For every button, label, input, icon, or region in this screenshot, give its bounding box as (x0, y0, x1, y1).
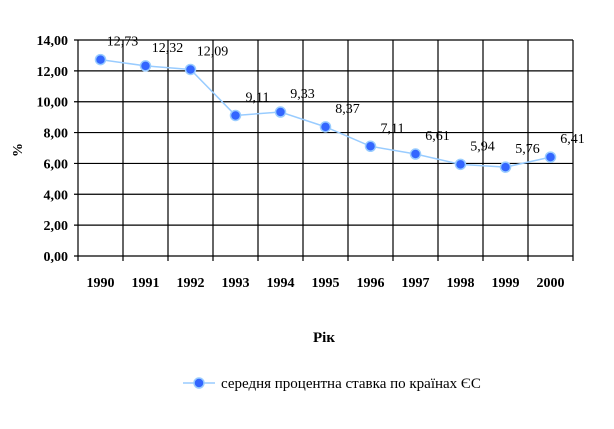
y-tick-label: 2,00 (44, 219, 69, 234)
x-tick-label: 1994 (267, 276, 295, 291)
y-tick-labels: 0,00 2,00 4,00 6,00 8,00 10,00 12,00 14,00 (37, 34, 69, 265)
data-label: 5,94 (470, 139, 495, 154)
data-label: 5,76 (515, 142, 540, 157)
x-tick-label: 1998 (447, 276, 475, 291)
x-axis-label: Рік (313, 330, 335, 346)
data-label: 6,61 (425, 129, 450, 144)
data-point (319, 121, 332, 133)
data-point (184, 63, 197, 76)
data-label: 9,11 (246, 90, 270, 105)
y-axis-label: % (11, 143, 26, 157)
grid (74, 39, 574, 261)
data-label: 12,73 (107, 35, 139, 50)
data-label: 12,32 (152, 41, 184, 56)
x-tick-labels: 1990 1991 1992 1993 1994 1995 1996 1997 1998 1999… (87, 276, 565, 291)
data-label: 6,41 (560, 132, 585, 147)
x-tick-label: 1991 (132, 276, 160, 291)
data-point (454, 158, 467, 171)
x-tick-label: 1993 (222, 276, 250, 291)
x-tick-label: 1997 (402, 276, 430, 291)
data-label: 8,37 (335, 102, 360, 117)
x-tick-label: 1996 (357, 276, 385, 291)
legend-label: середня процентна ставка по країнах ЄС (221, 376, 481, 392)
data-label: 7,11 (381, 121, 405, 136)
data-point (499, 161, 512, 173)
data-label: 9,33 (290, 87, 315, 102)
data-point (94, 53, 107, 66)
data-point (229, 109, 242, 122)
y-tick-label: 6,00 (44, 157, 69, 172)
y-tick-label: 8,00 (44, 127, 69, 142)
data-point (364, 140, 377, 153)
data-point (139, 60, 152, 72)
x-tick-label: 1999 (492, 276, 520, 291)
data-label: 12,09 (197, 44, 229, 59)
y-tick-label: 10,00 (37, 96, 69, 111)
series-line: 12,73 12,32 12,09 9,11 9,33 8,37 7,11 6,61 5,94 5… (94, 35, 585, 173)
legend-marker (193, 377, 205, 389)
data-point (544, 151, 557, 163)
data-point (274, 106, 287, 118)
x-tick-label: 1992 (177, 276, 205, 291)
y-tick-label: 12,00 (37, 65, 69, 80)
y-tick-label: 0,00 (44, 250, 69, 265)
x-tick-label: 2000 (537, 276, 565, 291)
x-tick-label: 1995 (312, 276, 340, 291)
y-tick-label: 14,00 (37, 34, 69, 49)
legend: середня процентна ставка по країнах ЄС (183, 376, 481, 392)
x-tick-label: 1990 (87, 276, 115, 291)
y-tick-label: 4,00 (44, 188, 69, 203)
data-point (409, 148, 422, 160)
